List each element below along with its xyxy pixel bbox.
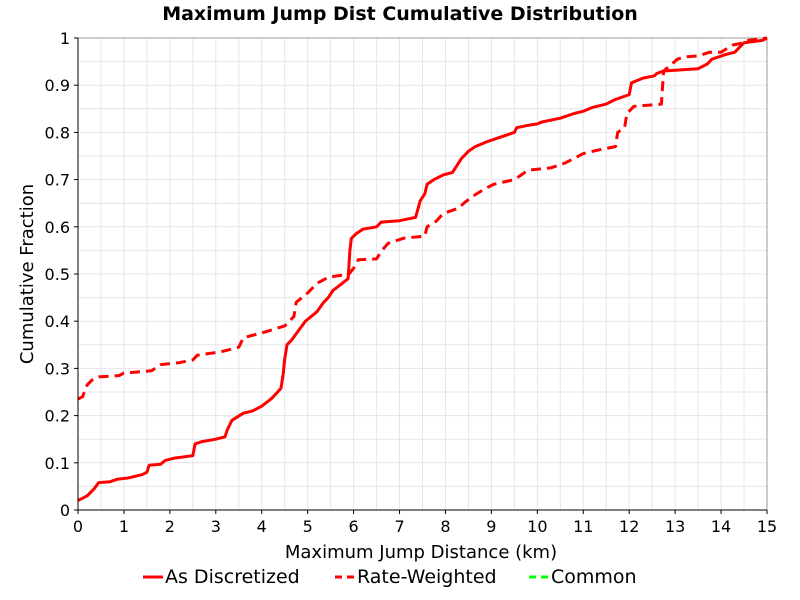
x-tick-label: 4 — [257, 517, 267, 536]
y-tick-label: 0.3 — [45, 359, 70, 378]
x-tick-label: 3 — [211, 517, 221, 536]
y-tick-label: 0.9 — [45, 76, 70, 95]
y-tick-label: 0.2 — [45, 407, 70, 426]
legend-label-rate-weighted: Rate-Weighted — [357, 566, 497, 588]
x-tick-label: 13 — [665, 517, 685, 536]
x-tick-label: 10 — [527, 517, 547, 536]
x-tick-label: 11 — [573, 517, 593, 536]
y-tick-label: 0.7 — [45, 171, 70, 190]
series-lines — [77, 36, 768, 502]
x-tick-label: 9 — [486, 517, 496, 536]
y-tick-label: 0.8 — [45, 123, 70, 142]
legend-label-as-discretized: As Discretized — [165, 566, 300, 588]
x-axis-label: Maximum Jump Distance (km) — [285, 542, 557, 563]
y-tick-label: 0.5 — [45, 265, 70, 284]
y-tick-label: 1 — [60, 29, 70, 48]
y-tick-label: 0.6 — [45, 218, 70, 237]
x-tick-label: 2 — [165, 517, 175, 536]
y-tick-label: 0.4 — [45, 312, 70, 331]
x-tick-label: 6 — [349, 517, 359, 536]
y-ticks: 0 0.1 0.2 0.3 0.4 0.5 0.6 0.7 0.8 0.9 1 — [45, 29, 78, 520]
series-line-as-discretized — [77, 36, 768, 502]
y-tick-label: 0.1 — [45, 454, 70, 473]
x-tick-label: 15 — [757, 517, 777, 536]
x-tick-label: 8 — [440, 517, 450, 536]
x-tick-label: 0 — [73, 517, 83, 536]
x-tick-label: 12 — [619, 517, 639, 536]
y-tick-label: 0 — [60, 501, 70, 520]
x-tick-label: 5 — [303, 517, 313, 536]
legend: As Discretized Rate-Weighted Common — [143, 566, 637, 588]
legend-label-common: Common — [551, 566, 637, 588]
x-ticks: 0 1 2 3 4 5 6 7 8 9 10 11 12 13 14 15 — [73, 510, 777, 536]
x-tick-label: 1 — [119, 517, 129, 536]
series-line-rate-weighted — [77, 36, 768, 401]
x-tick-label: 7 — [394, 517, 404, 536]
grid — [77, 37, 768, 511]
chart-title: Maximum Jump Dist Cumulative Distributio… — [162, 3, 638, 25]
x-tick-label: 14 — [711, 517, 731, 536]
y-axis-label: Cumulative Fraction — [17, 184, 38, 364]
